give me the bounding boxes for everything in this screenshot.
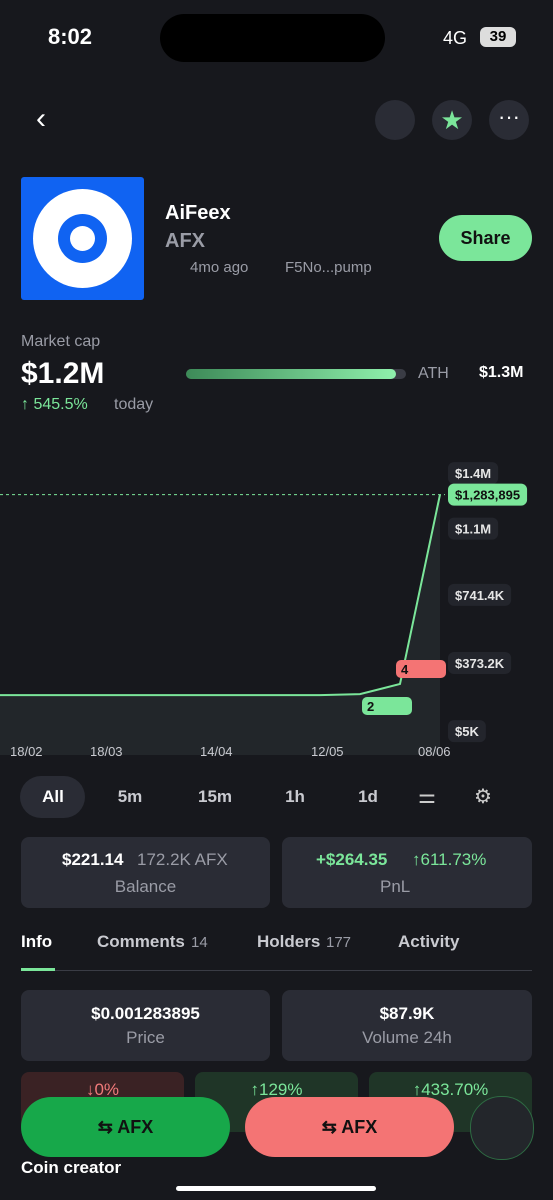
tab[interactable]: Info [21,932,53,951]
address[interactable]: F5No...pump [285,259,372,276]
change-value: ↑129% [250,1080,303,1099]
tick-pill [448,720,486,743]
y-tick-label: $1.4M [455,466,491,481]
volume-card [282,990,532,1061]
settings-icon[interactable]: ⚙ [474,786,492,808]
tab[interactable]: Comments [97,932,185,951]
timeframe[interactable]: All [42,787,64,806]
trade-marker [362,697,412,715]
timeframe[interactable]: 5m [117,787,143,806]
live-button[interactable] [470,1096,534,1160]
home-indicator [176,1186,376,1191]
pnl-card [282,837,532,908]
timeframe[interactable]: 1h [285,787,305,806]
balance-tokens: 172.2K AFX [137,850,228,869]
filter-icon[interactable]: ⚌ [418,786,436,808]
ticker: AFX [165,230,205,252]
island [160,14,385,62]
x-tick-label: 12/05 [311,744,344,759]
buy-button[interactable]: ⇆ AFX [21,1097,230,1157]
tab[interactable]: Holders [257,932,321,951]
timeframe[interactable]: 1d [358,787,378,806]
mcap-change: ↑ 545.5% [21,396,88,413]
section-title: Coin creator [21,1158,122,1177]
trade-marker-label: 2 [367,699,374,714]
ath-value: $1.3M [479,364,524,381]
price-card [21,990,270,1061]
sell-button[interactable]: ⇆ AFX [245,1097,454,1157]
price-chart: $5K $373.2K $741.4K $1.1M $1.4M $1,283,895 4 2 1… [0,462,528,759]
x-tick-label: 14/04 [200,744,233,759]
more-btn[interactable]: ··· [489,100,529,140]
pnl-amount: +$264.35 [316,850,388,869]
balance-label: Balance [114,877,177,896]
sell-icon: ⇆ [321,1117,342,1137]
mcap-value: $1.2M [21,357,105,390]
pnl-label: PnL [380,877,411,896]
sell-label: AFX [341,1117,378,1137]
timeframe[interactable]: 15m [197,787,233,806]
logo [21,177,144,300]
trade-marker-label: 4 [401,662,409,677]
y-tick-label: $5K [455,724,479,739]
mcap-suffix: today [114,396,154,413]
change-value: ↑433.70% [412,1080,489,1099]
change-value: ↓0% [85,1080,120,1099]
share-button[interactable]: Share [439,215,532,261]
tf-selected [20,776,85,818]
tick-pill [448,652,512,675]
coin-name: AiFeex [165,202,231,224]
tab-count: 177 [326,934,352,951]
tick-pill [448,517,499,540]
y-tick-label: $373.2K [455,656,505,671]
volume-value: $87.9K [379,1004,435,1023]
price-label: Price [126,1028,165,1047]
age: 4mo ago [190,259,249,276]
price-value: $0.001283895 [91,1004,200,1023]
tick-pill [448,483,528,506]
balance-amount: $221.14 [62,850,124,869]
time: 8:02 [48,24,93,49]
ath-label: ATH [418,365,449,382]
battery: 39 [480,27,516,47]
price-line [0,494,441,697]
tab-divider [21,970,532,971]
balance-card [21,837,270,908]
x-tick-label: 18/03 [90,744,123,759]
mcap-label: Market cap [21,333,101,350]
tick-pill [448,583,512,606]
area [0,494,440,755]
tab-count: 14 [191,934,208,951]
x-tick-label: 08/06 [418,744,451,759]
buy-label: AFX [117,1117,154,1137]
trade-marker [396,660,446,678]
video-btn[interactable] [375,100,415,140]
y-tick-label: $1,283,895 [455,488,520,503]
pnl-percent: ↑611.73% [412,850,487,869]
back[interactable]: ‹ [36,102,46,135]
network: 4G [443,28,468,48]
x-tick-label: 18/02 [10,744,43,759]
volume-label: Volume 24h [362,1028,452,1047]
buy-icon: ⇆ [97,1117,118,1137]
tick-pill [448,462,499,485]
ath-track [186,369,406,379]
tab-indicator [21,968,55,971]
y-tick-label: $1.1M [455,522,491,537]
star-btn[interactable]: ★ [432,100,472,140]
tab[interactable]: Activity [398,932,460,951]
y-tick-label: $741.4K [455,588,505,603]
